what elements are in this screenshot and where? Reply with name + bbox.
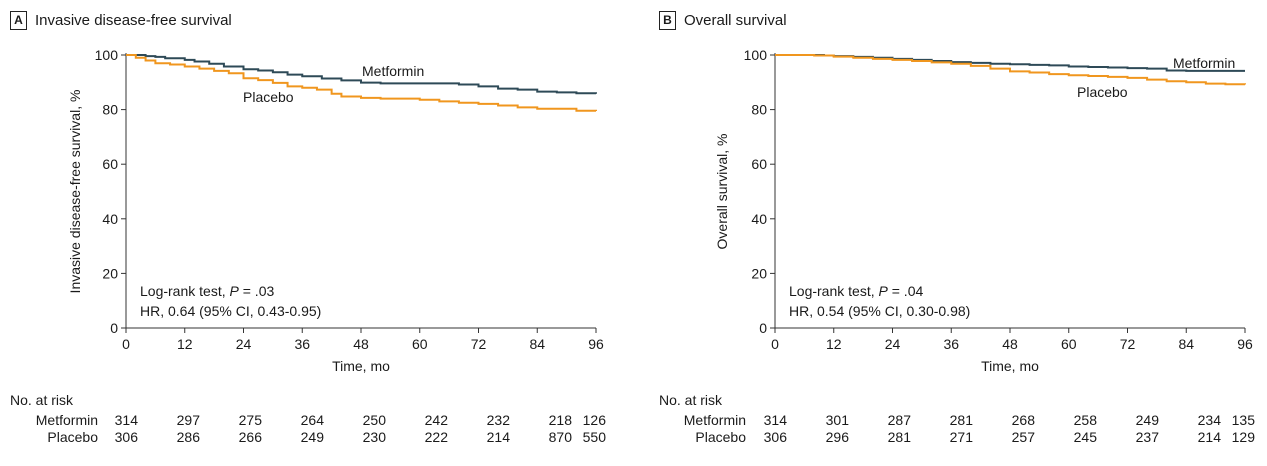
panel-b-y-tick-label: 80	[751, 102, 767, 118]
risk-cell: 249	[300, 429, 324, 445]
panel-a-hr-text: HR, 0.64 (95% CI, 0.43-0.95)	[140, 303, 321, 319]
risk-cell: 306	[114, 429, 138, 445]
panel-a-x-tick-label: 36	[294, 336, 310, 352]
panel-a-y-tick-label: 100	[95, 47, 119, 63]
risk-group-label: Placebo	[695, 429, 746, 445]
risk-cell: 306	[763, 429, 787, 445]
risk-cell: 264	[300, 412, 324, 428]
risk-cell: 286	[176, 429, 200, 445]
risk-cell: 297	[176, 412, 200, 428]
risk-table-b-title: No. at risk	[659, 392, 723, 408]
risk-cell: 245	[1073, 429, 1097, 445]
risk-table-a-title: No. at risk	[10, 392, 74, 408]
panel-a-y-tick-label: 80	[102, 102, 118, 118]
panel-a-title: Invasive disease-free survival	[35, 12, 232, 29]
risk-cell: 230	[362, 429, 386, 445]
panel-a-x-axis-title: Time, mo	[332, 358, 390, 374]
risk-cell: 222	[424, 429, 448, 445]
panel-b-x-tick-label: 96	[1237, 336, 1253, 352]
panel-b-y-tick-label: 20	[751, 265, 767, 281]
risk-cell: 242	[424, 412, 448, 428]
panel-a-y-tick-label: 0	[110, 320, 118, 336]
panel-a-x-tick-label: 84	[529, 336, 545, 352]
panel-a-series-metformin	[126, 54, 597, 95]
panel-b-logrank-text: Log-rank test, P = .04	[789, 283, 923, 299]
risk-cell: 234	[1197, 412, 1221, 428]
panel-b-metformin-label: Metformin	[1173, 55, 1235, 71]
risk-cell: 287	[887, 412, 911, 428]
risk-cell: 296	[825, 429, 849, 445]
panel-a-x-tick-label: 24	[236, 336, 252, 352]
panel-a-x-tick-label: 72	[471, 336, 487, 352]
risk-cell: 249	[1135, 412, 1159, 428]
risk-cell: 250	[362, 412, 386, 428]
risk-cell: 214	[1197, 429, 1221, 445]
risk-cell: 126	[582, 412, 606, 428]
risk-cell: 314	[114, 412, 138, 428]
panel-b-x-tick-label: 12	[826, 336, 842, 352]
panel-a-series-placebo	[126, 54, 597, 112]
risk-cell: 870	[548, 429, 572, 445]
panel-b-x-tick-label: 60	[1061, 336, 1077, 352]
panel-b-y-tick-label: 100	[744, 47, 768, 63]
risk-cell: 301	[825, 412, 849, 428]
risk-cell: 281	[949, 412, 973, 428]
panel-a-y-tick-label: 60	[102, 156, 118, 172]
panel-a-logrank-text: Log-rank test, P = .03	[140, 283, 274, 299]
panel-b-letter: B	[659, 11, 676, 30]
risk-cell: 129	[1231, 429, 1255, 445]
panel-a-x-tick-label: 60	[412, 336, 428, 352]
risk-cell: 232	[486, 412, 510, 428]
risk-cell: 257	[1011, 429, 1035, 445]
risk-cell: 271	[949, 429, 973, 445]
risk-cell: 275	[238, 412, 262, 428]
risk-cell: 218	[548, 412, 572, 428]
risk-group-label: Metformin	[35, 412, 98, 428]
risk-cell: 314	[763, 412, 787, 428]
panel-a-placebo-label: Placebo	[243, 89, 294, 105]
panel-b-x-tick-label: 36	[943, 336, 959, 352]
panel-a-letter: A	[10, 11, 27, 30]
panel-b-x-tick-label: 84	[1178, 336, 1194, 352]
panel-b-title: Overall survival	[684, 12, 787, 29]
risk-cell: 281	[887, 429, 911, 445]
risk-cell: 258	[1073, 412, 1097, 428]
panel-a-x-tick-label: 0	[122, 336, 130, 352]
panel-b-x-axis-title: Time, mo	[981, 358, 1039, 374]
panel-a-y-tick-label: 20	[102, 265, 118, 281]
risk-cell: 214	[486, 429, 510, 445]
panel-a-x-tick-label: 48	[353, 336, 369, 352]
panel-a-metformin-label: Metformin	[362, 63, 424, 79]
panel-b-x-tick-label: 0	[771, 336, 779, 352]
panel-b-x-tick-label: 72	[1120, 336, 1136, 352]
panel-b-y-tick-label: 40	[751, 211, 767, 227]
risk-group-label: Metformin	[683, 412, 746, 428]
risk-cell: 135	[1231, 412, 1255, 428]
risk-cell: 237	[1135, 429, 1159, 445]
panel-b-placebo-label: Placebo	[1077, 84, 1128, 100]
risk-cell: 268	[1011, 412, 1035, 428]
risk-group-label: Placebo	[47, 429, 98, 445]
panel-b-series-placebo	[775, 54, 1246, 86]
panel-a-x-tick-label: 12	[177, 336, 193, 352]
panel-b-y-axis-title: Overall survival, %	[714, 134, 730, 250]
panel-b-x-tick-label: 48	[1002, 336, 1018, 352]
panel-b-hr-text: HR, 0.54 (95% CI, 0.30-0.98)	[789, 303, 970, 319]
panel-b-y-tick-label: 60	[751, 156, 767, 172]
panel-b-y-tick-label: 0	[759, 320, 767, 336]
risk-cell: 550	[582, 429, 606, 445]
panel-a-y-tick-label: 40	[102, 211, 118, 227]
panel-b-header: B Overall survival	[659, 11, 787, 30]
panel-a-header: A Invasive disease-free survival	[10, 11, 232, 30]
risk-cell: 266	[238, 429, 262, 445]
panel-a-y-axis-title: Invasive disease-free survival, %	[67, 90, 83, 294]
panel-b-x-tick-label: 24	[885, 336, 901, 352]
panel-a-x-tick-label: 96	[588, 336, 604, 352]
